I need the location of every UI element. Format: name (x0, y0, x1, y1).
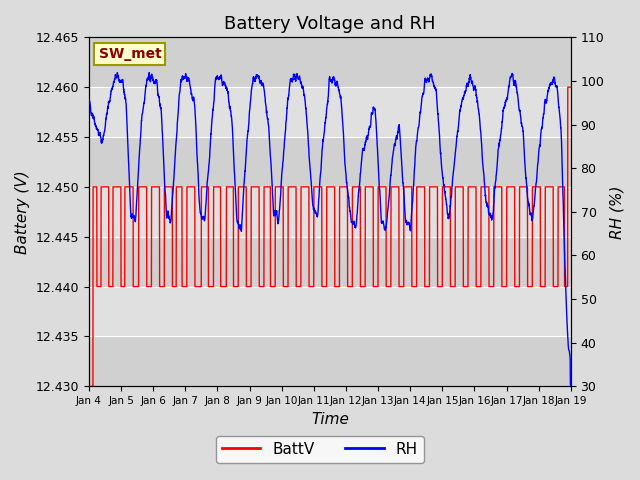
Bar (89, 237, 571, 287)
Text: SW_met: SW_met (99, 47, 161, 61)
RH (291, 74, 299, 80)
RH (270, 212, 278, 217)
RH (557, 139, 565, 144)
Y-axis label: Battery (V): Battery (V) (15, 170, 30, 254)
Bar (89, 187, 571, 237)
RH (506, 78, 513, 84)
RH (566, 384, 574, 389)
Bar (89, 137, 571, 187)
BattV (85, 384, 93, 389)
RH (169, 192, 177, 198)
BattV (291, 184, 298, 190)
BattV (270, 284, 278, 289)
BattV (140, 184, 148, 190)
BattV (557, 184, 565, 190)
RH (567, 384, 575, 389)
Line: RH: RH (89, 72, 571, 386)
Y-axis label: RH (%): RH (%) (610, 185, 625, 239)
Line: BattV: BattV (89, 87, 571, 386)
BattV (567, 84, 575, 90)
Bar (89, 287, 571, 336)
RH (145, 70, 153, 75)
X-axis label: Time: Time (311, 412, 349, 427)
Bar (89, 87, 571, 137)
RH (85, 96, 93, 102)
Legend: BattV, RH: BattV, RH (216, 435, 424, 463)
BattV (168, 284, 176, 289)
BattV (564, 84, 572, 90)
Bar (89, 37, 571, 87)
BattV (506, 184, 513, 190)
RH (140, 100, 148, 106)
Bar (89, 336, 571, 386)
Title: Battery Voltage and RH: Battery Voltage and RH (224, 15, 436, 33)
